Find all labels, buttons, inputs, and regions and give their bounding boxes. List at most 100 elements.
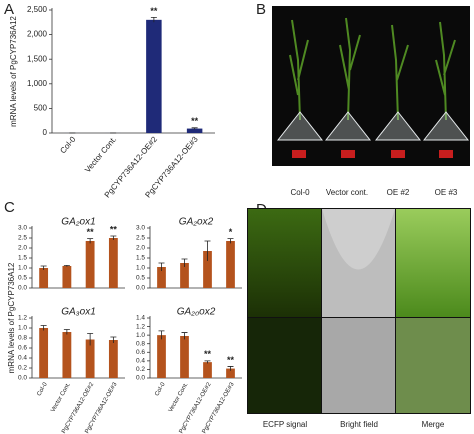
y-tick-label: 0.5 [18,275,27,282]
x-tick-label: Col-0 [36,381,49,397]
y-tick-label: 0 [43,128,48,137]
y-tick-label: 2.0 [18,245,27,252]
y-tick-label: 0.0 [136,285,145,292]
error-bar [150,16,157,23]
panel-label: C [4,199,15,216]
y-tick-label: 0.0 [18,375,27,382]
chart-title: GA₂ox1 [61,217,95,228]
y-tick-label: 1.0 [18,265,27,272]
error-bar [87,238,94,244]
y-tick-label: 0.8 [136,340,145,347]
y-tick-label: 0.4 [136,358,145,365]
error-bar [40,265,47,270]
y-tick-label: 0.4 [18,355,27,362]
y-tick-label: 1.5 [136,255,145,262]
photo-label: OE #2 [387,188,410,197]
x-tick-label: Vector Cont. [50,382,72,414]
y-tick-label: 1.2 [18,315,27,322]
y-tick-label: 0.2 [18,365,27,372]
bar [108,238,118,288]
y-tick-label: 0.6 [18,345,27,352]
annotation: ** [204,349,212,359]
bar [62,332,72,378]
y-tick-label: 1.0 [136,332,145,339]
y-tick-label: 1,500 [27,54,48,63]
x-tick-label: Col-0 [154,381,167,397]
annotation: ** [227,355,235,365]
error-bar [227,238,234,244]
y-tick-label: 1.5 [18,255,27,262]
bar [157,335,166,378]
y-tick-label: 0.8 [18,335,27,342]
bar [39,328,49,378]
photo-label: Col-0 [290,188,310,197]
chart-title: GA₃ox1 [61,307,96,318]
annotation: * [229,227,233,237]
y-tick-label: 1.2 [136,323,145,330]
y-tick-label: 0.0 [18,285,27,292]
photo-label: Merge [422,420,445,429]
y-tick-label: 1.4 [136,315,145,322]
bar [146,19,162,134]
bar [186,128,203,133]
plant-photo [272,6,470,166]
y-tick-label: 2,000 [27,30,48,39]
y-tick-label: 2,500 [27,5,48,14]
bar [85,241,95,288]
y-tick-label: 2.0 [136,245,145,252]
bar [180,336,189,378]
bar [226,241,235,288]
annotation: ** [191,116,199,126]
y-tick-label: 1,000 [27,79,48,88]
y-tick-label: 500 [34,104,48,113]
y-tick-label: 2.5 [136,235,145,242]
error-bar [181,258,188,267]
photo-label: ECFP signal [263,420,308,429]
photo-label: Vector cont. [326,188,368,197]
error-bar [191,127,198,130]
bar [39,268,49,288]
error-bar [110,235,117,240]
microscopy [247,208,471,414]
x-tick-label: Vector Cont. [168,382,190,414]
x-tick-label: Col-0 [58,134,78,155]
y-tick-label: 3.0 [18,225,27,232]
y-tick-label: 0.5 [136,275,145,282]
y-tick-label: 1.0 [18,325,27,332]
error-bar [63,265,70,267]
chart-title: GA₂ox2 [179,217,214,228]
panel-label: A [4,1,14,18]
chart-title: GA₂₀ox2 [177,307,216,318]
y-axis-label: mRNA levels of PgCYP736A12 [7,262,16,373]
annotation: ** [150,6,158,16]
error-bar [87,333,94,346]
y-tick-label: 1.0 [136,265,145,272]
bar [108,340,118,378]
bar [226,368,235,378]
error-bar [110,336,117,343]
error-bar [227,366,234,371]
photo-label: OE #3 [435,188,458,197]
error-bar [181,332,188,340]
bar [157,267,166,288]
photo-label: Bright field [340,420,378,429]
y-tick-label: 0.0 [136,375,145,382]
bar [180,263,189,288]
y-axis-label: mRNA levels of PgCYP736A12 [9,16,18,127]
error-bar [63,329,70,335]
error-bar [158,330,165,340]
error-bar [204,240,211,261]
y-tick-label: 2.5 [18,235,27,242]
y-tick-label: 3.0 [136,225,145,232]
bar [62,266,72,288]
panel-label: B [256,1,266,18]
bar [85,339,95,378]
y-tick-label: 0.6 [136,349,145,356]
y-tick-label: 0.2 [136,366,145,373]
annotation: ** [87,227,95,237]
error-bar [158,262,165,271]
bar [203,251,212,288]
bar [203,362,212,378]
error-bar [204,360,211,364]
